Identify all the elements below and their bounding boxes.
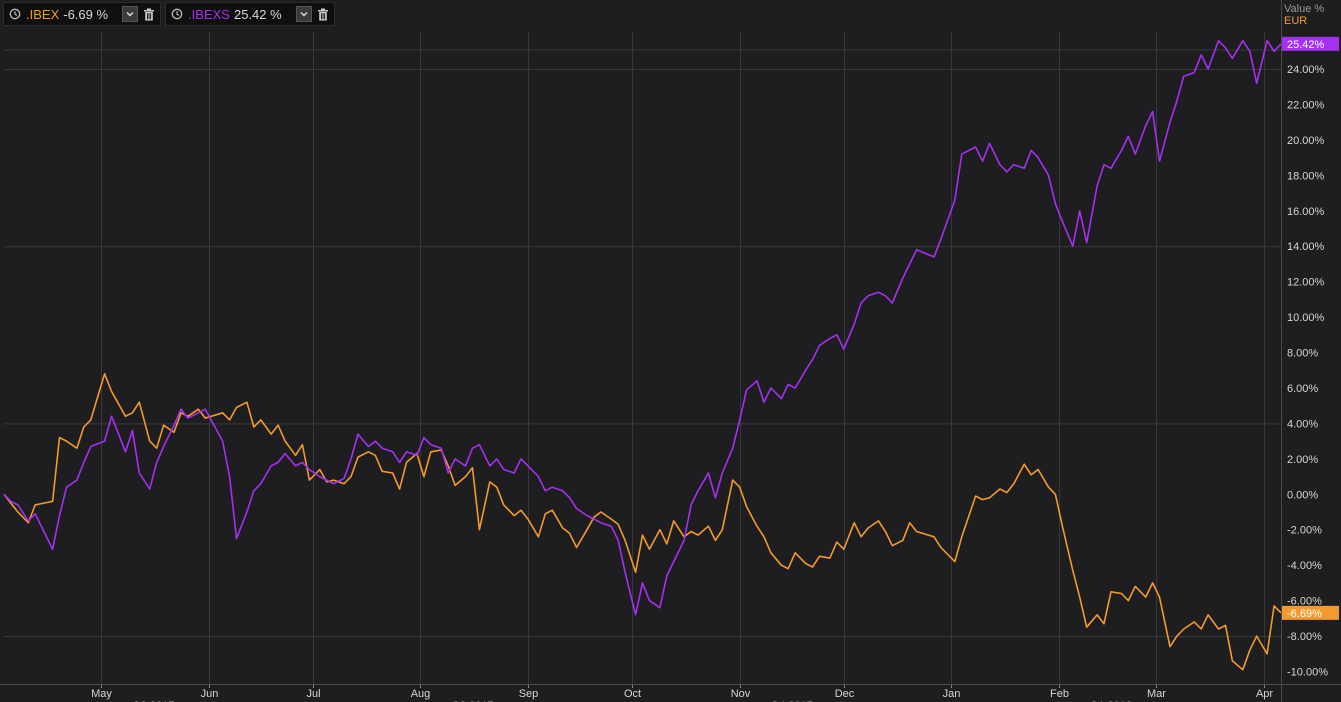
- trash-icon[interactable]: [316, 7, 330, 21]
- legend: .IBEX -6.69 % .IBEXS 25.42 %: [3, 2, 335, 26]
- x-tick-label: Dec: [835, 688, 855, 700]
- y-tick-label: 22.00%: [1287, 99, 1325, 111]
- y-tick-label: -4.00%: [1287, 560, 1322, 572]
- y-tick-label: -10.00%: [1287, 667, 1328, 679]
- y-tick-label: 16.00%: [1287, 206, 1325, 218]
- chevron-down-icon[interactable]: [122, 6, 139, 22]
- y-tick-label: 6.00%: [1287, 383, 1318, 395]
- legend-symbol: .IBEXS: [188, 6, 230, 22]
- y-tick-label: 18.00%: [1287, 170, 1325, 182]
- gridlines: [4, 32, 1281, 684]
- legend-item-ibexs[interactable]: .IBEXS 25.42 %: [165, 2, 335, 26]
- value-unit-label: Value %: [1284, 3, 1325, 15]
- series-layer: [3, 39, 1282, 671]
- y-axis: -10.00% -8.00% -6.00% -4.00% -2.00% 0.00% 2.00…: [1281, 0, 1339, 702]
- y-tick-label: 8.00%: [1287, 348, 1318, 360]
- legend-change: 25.42 %: [233, 6, 282, 22]
- y-tick-label: -6.00%: [1287, 596, 1322, 608]
- legend-change: -6.69 %: [63, 6, 109, 22]
- x-tick-label: Apr: [1256, 688, 1273, 700]
- x-tick-label: Sep: [519, 688, 539, 700]
- y-tick-label: 10.00%: [1287, 312, 1325, 324]
- legend-item-ibex[interactable]: .IBEX -6.69 %: [3, 2, 162, 26]
- x-tick-label: Nov: [731, 688, 751, 700]
- last-value-label: 25.42%: [1287, 39, 1325, 51]
- y-tick-label: 20.00%: [1287, 135, 1325, 147]
- quarter-label: Q4 2017: [771, 700, 813, 702]
- y-tick-label: 12.00%: [1287, 277, 1325, 289]
- last-value-tag-bg: [1282, 36, 1339, 51]
- x-tick-label: Feb: [1050, 688, 1069, 700]
- trash-icon[interactable]: [142, 7, 156, 21]
- x-tick-label: May: [91, 688, 112, 700]
- series-line-ibexs: [3, 39, 1282, 616]
- quarter-label: Q3 2017: [451, 700, 493, 702]
- x-tick-label: Oct: [624, 688, 641, 700]
- last-value-tag: -6.69%: [1282, 605, 1339, 620]
- clock-icon: [170, 7, 184, 21]
- x-tick-label: Jan: [943, 688, 961, 700]
- quarter-label: Q1 2018: [1090, 700, 1132, 702]
- last-value-tag-bg: [1282, 605, 1339, 620]
- y-tick-label: -2.00%: [1287, 525, 1322, 537]
- axis-unit-header: Value % EUR: [1284, 3, 1324, 27]
- quarter-label: Q2 2017: [132, 700, 174, 702]
- currency-label: EUR: [1284, 15, 1308, 27]
- y-tick-label: 4.00%: [1287, 418, 1318, 430]
- chevron-down-icon[interactable]: [295, 6, 312, 22]
- y-tick-label: -8.00%: [1287, 631, 1322, 643]
- x-tick-label: Aug: [411, 688, 431, 700]
- clock-icon: [8, 7, 22, 21]
- last-value-label: -6.69%: [1287, 608, 1322, 620]
- x-tick-label: Mar: [1147, 688, 1166, 700]
- y-tick-label: 0.00%: [1287, 489, 1318, 501]
- y-tick-label: 2.00%: [1287, 454, 1318, 466]
- x-tick-label: Jun: [201, 688, 219, 700]
- last-value-tag: 25.42%: [1282, 36, 1339, 51]
- series-line-ibex: [3, 373, 1282, 671]
- y-tick-label: 24.00%: [1287, 64, 1325, 76]
- x-tick-label: Jul: [306, 688, 320, 700]
- y-tick-label: 14.00%: [1287, 241, 1325, 253]
- legend-symbol: .IBEX: [26, 6, 60, 22]
- x-axis: May Jun Jul Aug Sep Oct Nov Dec Jan Feb Mar Apr Q2 2…: [0, 684, 1341, 702]
